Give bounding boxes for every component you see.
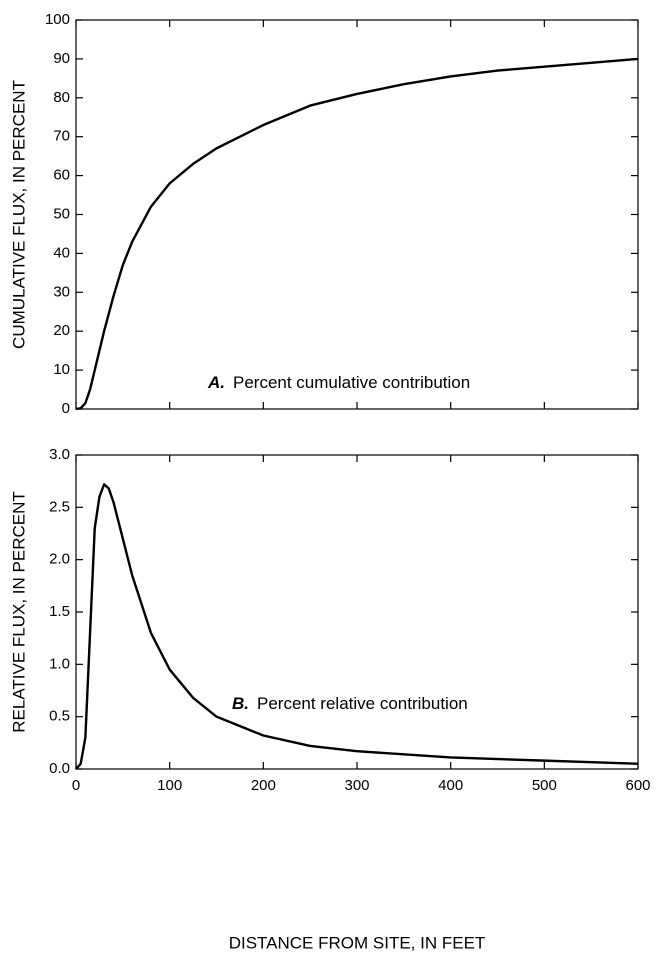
y-tick-label: 1.5: [49, 603, 70, 620]
x-axis-label: DISTANCE FROM SITE, IN FEET: [229, 933, 486, 952]
annotation: A. Percent cumulative contribution: [207, 373, 470, 392]
annotation-letter: A.: [207, 373, 225, 392]
y-tick-label: 80: [53, 89, 70, 106]
y-axis-label: RELATIVE FLUX, IN PERCENT: [9, 491, 28, 733]
y-tick-label: 50: [53, 205, 70, 222]
data-line: [75, 483, 639, 770]
annotation-text: Percent relative contribution: [257, 694, 468, 713]
annotation-text: Percent cumulative contribution: [233, 373, 470, 392]
data-line: [75, 57, 639, 411]
y-tick-label: 100: [45, 11, 70, 28]
y-tick-label: 0.5: [49, 708, 70, 725]
y-tick-label: 0.0: [49, 760, 70, 777]
y-tick-label: 2.0: [49, 551, 70, 568]
y-tick-label: 10: [53, 361, 70, 378]
annotation: B. Percent relative contribution: [232, 694, 468, 713]
y-tick-label: 0: [62, 400, 70, 417]
y-tick-label: 90: [53, 50, 70, 67]
y-tick-label: 70: [53, 128, 70, 145]
x-tick-label: 300: [344, 777, 369, 794]
x-tick-label: 200: [251, 777, 276, 794]
y-tick-label: 40: [53, 244, 70, 261]
annotation-letter: B.: [232, 694, 249, 713]
y-tick-label: 30: [53, 283, 70, 300]
y-tick-label: 2.5: [49, 498, 70, 515]
x-tick-label: 500: [532, 777, 557, 794]
y-tick-label: 20: [53, 322, 70, 339]
x-tick-label: 100: [157, 777, 182, 794]
plot-frame: [75, 19, 639, 410]
x-tick-label: 0: [72, 777, 80, 794]
y-tick-label: 3.0: [49, 446, 70, 463]
y-tick-label: 60: [53, 167, 70, 184]
x-tick-label: 600: [625, 777, 650, 794]
plot-frame: [75, 454, 639, 770]
y-tick-label: 1.0: [49, 655, 70, 672]
x-tick-label: 400: [438, 777, 463, 794]
y-axis-label: CUMULATIVE FLUX, IN PERCENT: [9, 80, 28, 349]
